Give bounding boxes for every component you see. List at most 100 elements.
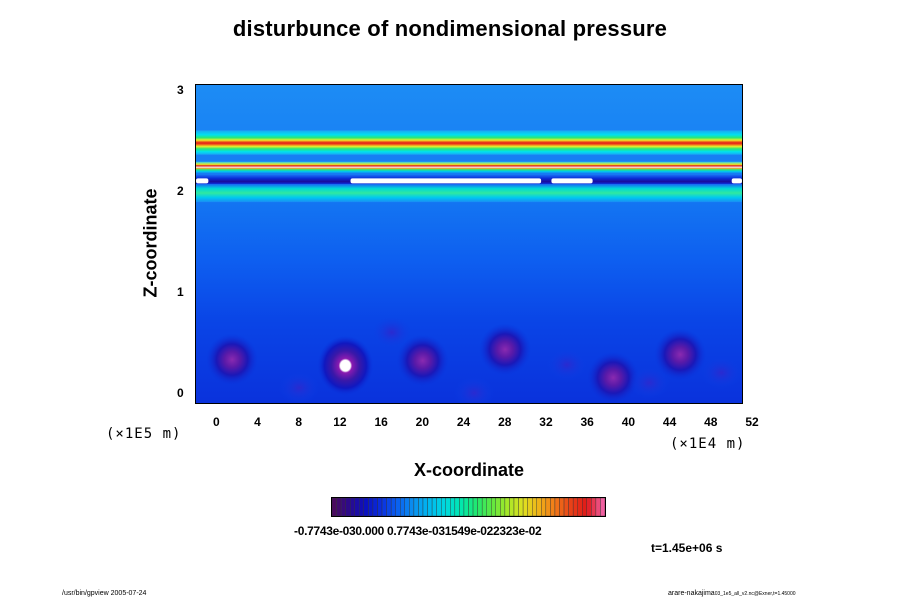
footer-source: arare-nakajima03_1e5_all_v2.nc@Exner,t=1… [668, 590, 796, 597]
colorbar-swatch [445, 498, 451, 516]
contour-band [196, 161, 742, 174]
colorbar-swatch [595, 498, 601, 516]
x-tick-label: 16 [374, 415, 388, 429]
colorbar-swatch [386, 498, 392, 516]
colorbar-swatch [340, 498, 346, 516]
colorbar-swatch [454, 498, 460, 516]
colorbar-swatch [409, 498, 415, 516]
colorbar-swatch [332, 498, 337, 516]
time-label: t=1.45e+06 s [651, 541, 723, 555]
contour-band [196, 130, 742, 155]
contour-band [196, 183, 742, 203]
colorbar-swatch [368, 498, 374, 516]
y-tick-label: 1 [177, 284, 184, 299]
below-min-region [196, 178, 209, 184]
colorbar-swatch [568, 498, 574, 516]
colorbar-swatch [359, 498, 365, 516]
colorbar-swatch [413, 498, 419, 516]
colorbar-swatch [418, 498, 424, 516]
colorbar-swatch [500, 498, 506, 516]
below-min-region [731, 178, 742, 184]
y-axis-title: Z-coordinate [140, 188, 161, 298]
colorbar-swatch [400, 498, 406, 516]
colorbar-swatch [541, 498, 547, 516]
weak-minimum [279, 371, 320, 403]
colorbar-swatch [536, 498, 542, 516]
x-tick-label: 52 [745, 415, 759, 429]
x-tick-label: 28 [498, 415, 512, 429]
colorbar-swatch [350, 498, 355, 516]
colorbar-swatch [440, 498, 446, 516]
colorbar-swatch [354, 498, 360, 516]
colorbar-swatch [431, 498, 437, 516]
weak-minimum [701, 356, 742, 389]
colorbar-swatch [481, 498, 487, 516]
pressure-minimum [317, 335, 374, 396]
colorbar-swatch [509, 498, 515, 516]
colorbar-swatch [463, 498, 469, 516]
x-tick-label: 48 [704, 415, 718, 429]
x-tick-label: 4 [254, 415, 261, 429]
x-tick-label: 8 [295, 415, 303, 429]
x-axis-title: X-coordinate [413, 460, 524, 480]
colorbar-swatch [486, 498, 492, 516]
below-min-region [350, 178, 542, 184]
weak-minimum [629, 366, 670, 399]
colorbar-swatch [513, 498, 519, 516]
colorbar-swatch [572, 498, 578, 516]
x-tick-label: 32 [539, 415, 553, 429]
colorbar-swatch [459, 498, 465, 516]
colorbar-swatch [559, 498, 565, 516]
colorbar [331, 497, 606, 517]
x-tick-label: 12 [333, 415, 347, 429]
colorbar-swatch [472, 498, 478, 516]
colorbar-labels: -0.7743e-030.000 0.7743e-031549e-022323e… [294, 524, 542, 538]
colorbar-swatch [491, 498, 497, 516]
colorbar-swatch [495, 498, 501, 516]
colorbar-swatch [522, 498, 528, 516]
colorbar-swatch [377, 498, 383, 516]
colorbar-swatch [427, 498, 433, 516]
pressure-minimum [587, 351, 640, 403]
x-tick-label: 40 [621, 415, 636, 429]
colorbar-swatch [390, 498, 396, 516]
colorbar-swatch [527, 498, 533, 516]
colorbar-swatch [468, 498, 474, 516]
colorbar-swatch [518, 498, 524, 516]
colorbar-swatch [554, 498, 560, 516]
colorbar-swatch [586, 498, 592, 516]
x-tick-label: 20 [415, 415, 430, 429]
colorbar-swatch [600, 498, 605, 516]
weak-minimum [454, 376, 495, 403]
pressure-minimum [479, 323, 532, 376]
colorbar-swatch [591, 498, 597, 516]
colorbar-swatch [504, 498, 510, 516]
plot-area [195, 84, 743, 404]
contour-field [196, 85, 742, 403]
colorbar-swatch [381, 498, 387, 516]
colorbar-swatch [577, 498, 583, 516]
x-tick-label: 44 [662, 415, 677, 429]
colorbar-swatch [372, 498, 378, 516]
colorbar-swatch [450, 498, 456, 516]
colorbar-swatch [395, 498, 401, 516]
colorbar-swatch [563, 498, 569, 516]
colorbar-swatch [550, 498, 556, 516]
x-tick-label: 0 [212, 415, 220, 429]
colorbar-swatch [436, 498, 442, 516]
colorbar-swatch [582, 498, 588, 516]
x-tick-label: 36 [580, 415, 594, 429]
weak-minimum [371, 316, 412, 349]
colorbar-swatch [404, 498, 410, 516]
pressure-minimum [654, 328, 707, 381]
below-min-region [551, 178, 593, 184]
footer-command: /usr/bin/gpview 2005-07-24 [62, 590, 147, 597]
footer-author: arare-nakajima [668, 590, 715, 597]
y-scale-note: (×1E5 m) [106, 426, 182, 442]
x-scale-note: (×1E4 m) [670, 436, 746, 452]
colorbar-swatch [336, 498, 342, 516]
colorbar-swatch [477, 498, 483, 516]
y-tick-label: 0 [177, 385, 184, 400]
pressure-minimum [396, 334, 449, 387]
colorbar-swatch [545, 498, 551, 516]
